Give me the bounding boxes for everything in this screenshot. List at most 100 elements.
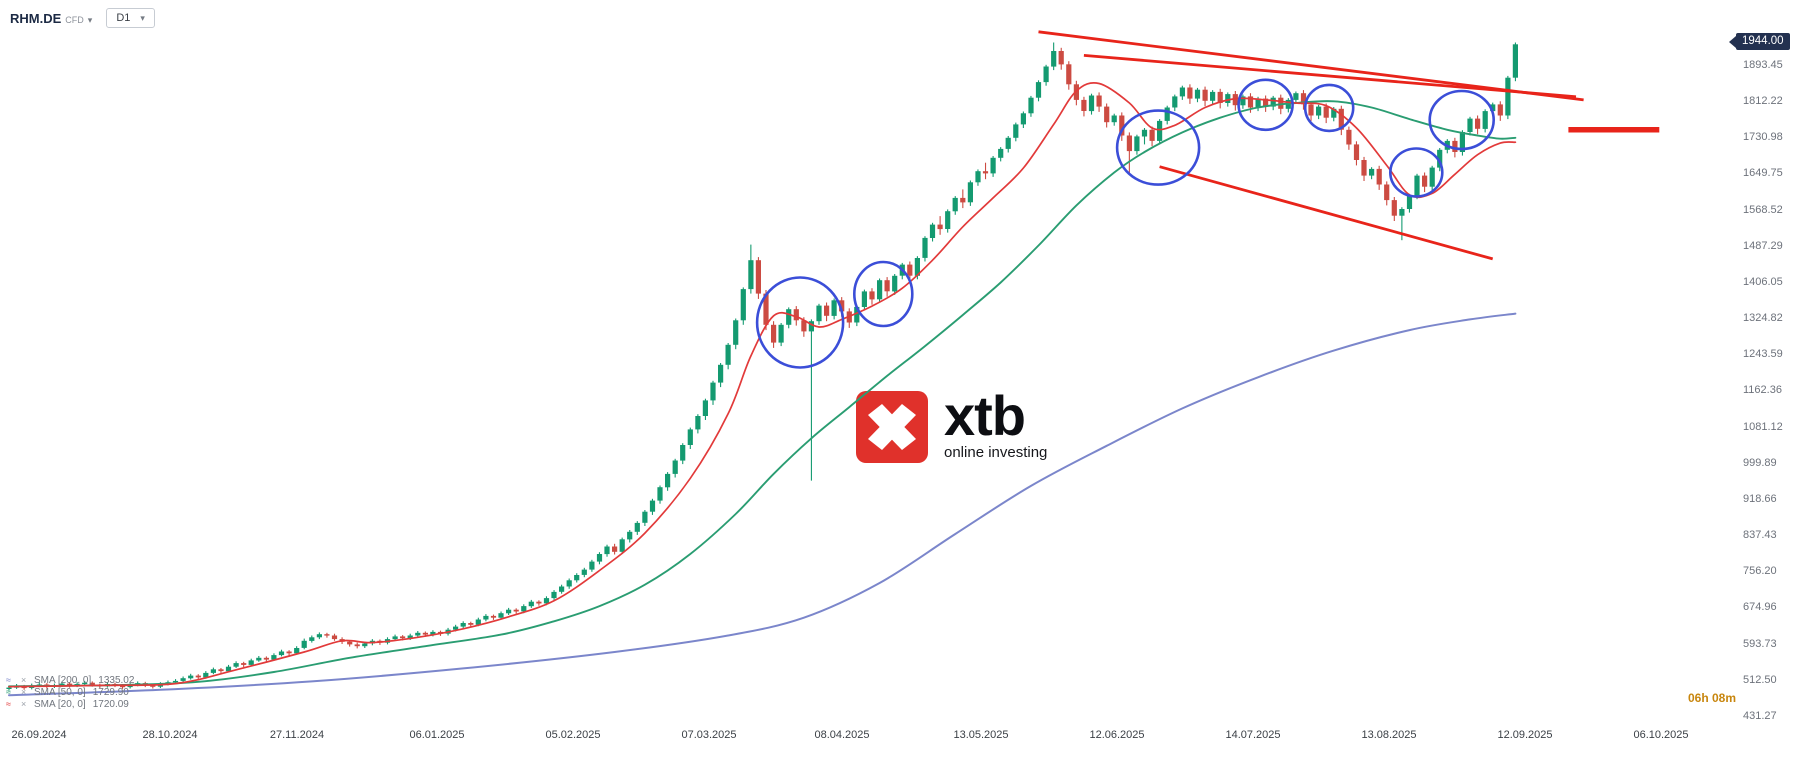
candle-body [627, 531, 633, 540]
annotation-ellipse[interactable] [1237, 78, 1294, 132]
candle-body [1308, 104, 1314, 116]
annotation-ellipse[interactable] [852, 260, 914, 328]
candle-body [914, 258, 920, 276]
chevron-down-icon: ▾ [140, 12, 145, 23]
brand-tagline: online investing [944, 444, 1048, 462]
candle-body [642, 511, 648, 523]
annotation-ellipse[interactable] [1115, 109, 1201, 186]
price-tick-label: 1812.22 [1743, 95, 1783, 107]
remove-indicator-icon[interactable]: × [21, 675, 27, 685]
candle-body [589, 561, 595, 570]
candle-body [824, 305, 830, 316]
candle-body [1058, 51, 1064, 65]
candle-body [172, 680, 179, 683]
candle-body [604, 546, 610, 555]
candle-body [975, 171, 981, 183]
price-axis[interactable]: 1893.45 1812.22 1730.98 1649.75 1568.52 1487.… [1743, 0, 1815, 761]
indicator-curve-icon: ≈ [6, 687, 11, 697]
annotation-ellipse[interactable] [1389, 147, 1444, 198]
candle-body [1217, 91, 1223, 103]
candle-body [1164, 107, 1170, 121]
candle-body [551, 591, 557, 599]
trendline[interactable] [1159, 165, 1494, 261]
candle-body [67, 683, 73, 686]
candle-body [801, 320, 807, 332]
candle-body [596, 554, 603, 562]
indicator-value: 1335.02 [98, 674, 135, 686]
candle-body [225, 666, 232, 672]
candle-body [831, 300, 837, 316]
candle-body [324, 634, 330, 636]
candle-body [922, 237, 928, 258]
candle-body [1490, 104, 1496, 112]
sma-line-50[interactable] [8, 100, 1517, 688]
price-tick-label: 1649.75 [1743, 167, 1783, 179]
indicator-row[interactable]: ≈ × SMA [200, 0] 1335.02 [6, 674, 134, 686]
candle-body [528, 601, 534, 607]
annotation-ellipse[interactable] [1303, 83, 1355, 133]
brand-text: xtb [944, 384, 1026, 447]
candle-body [1179, 87, 1185, 97]
candle-body [475, 619, 481, 625]
candle-body [619, 539, 625, 552]
candle-body [929, 224, 936, 238]
candle-body [468, 623, 474, 625]
candle-body [1263, 98, 1269, 107]
sma-line-20[interactable] [8, 82, 1517, 688]
current-price-tag: 1944.00 [1729, 33, 1790, 50]
candle-body [521, 606, 527, 612]
candle-body [990, 157, 996, 174]
candle-body [1088, 95, 1095, 112]
candle-body [1384, 184, 1390, 201]
candle-body [1391, 200, 1397, 216]
candle-body [907, 264, 913, 276]
candle-body [1323, 106, 1329, 118]
candle-body [1051, 51, 1057, 67]
candle-body [309, 637, 315, 641]
candle-body [362, 643, 368, 647]
indicator-label: SMA [200, 0] [34, 674, 92, 686]
candle-body [1512, 44, 1518, 78]
candle-body [415, 632, 421, 636]
candle-body [271, 655, 277, 660]
candle-body [1452, 140, 1458, 152]
candle-body [1210, 91, 1216, 101]
instrument-header: RHM.DE CFD ▾ D1 ▾ [10, 8, 155, 28]
price-tick-label: 1730.98 [1743, 131, 1783, 143]
indicator-label: SMA [20, 0] [34, 698, 86, 710]
candle-body [203, 672, 209, 678]
timeframe-selector[interactable]: D1 ▾ [106, 8, 155, 28]
symbol-selector[interactable]: RHM.DE CFD ▾ [10, 11, 92, 26]
timeframe-label: D1 [116, 12, 131, 24]
indicator-legend: ≈ × SMA [200, 0] 1335.02 ≈ × SMA [50, 0] 1729.9… [6, 674, 134, 710]
candle-body [982, 171, 989, 174]
price-tick-label: 1568.52 [1743, 204, 1783, 216]
candle-body [1005, 137, 1011, 149]
candle-body [513, 609, 519, 612]
remove-indicator-icon[interactable]: × [21, 699, 27, 709]
candle-body [793, 309, 799, 321]
candle-body [506, 609, 512, 614]
candle-body [233, 663, 239, 667]
indicator-row[interactable]: ≈ × SMA [20, 0] 1720.09 [6, 698, 134, 710]
indicator-row[interactable]: ≈ × SMA [50, 0] 1729.90 [6, 686, 134, 698]
candle-body [755, 260, 761, 294]
remove-indicator-icon[interactable]: × [21, 687, 27, 697]
annotation-ellipse[interactable] [1428, 89, 1495, 151]
candle-body [884, 280, 890, 292]
candle-body [453, 626, 459, 630]
sma-line-200[interactable] [8, 312, 1517, 697]
trendline[interactable] [1083, 54, 1577, 99]
candle-body [1353, 144, 1360, 160]
time-axis[interactable]: 26.09.2024 28.10.2024 27.11.2024 06.01.2025… [0, 729, 1815, 749]
price-tick-label: 999.89 [1743, 457, 1777, 469]
candle-body [188, 675, 194, 679]
candle-body [1187, 87, 1193, 99]
candle-body [839, 300, 845, 312]
candle-body [665, 473, 671, 488]
candle-body [256, 657, 262, 661]
price-tick-label: 431.27 [1743, 710, 1777, 722]
annotation-ellipse[interactable] [755, 276, 845, 369]
candle-body [400, 636, 406, 639]
